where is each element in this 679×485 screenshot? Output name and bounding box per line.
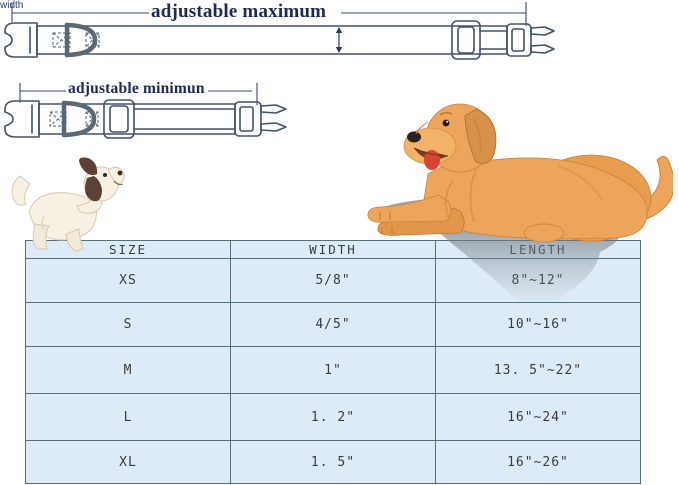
cell-length: 13. 5"~22": [435, 346, 641, 394]
dog-eye-left: [442, 119, 450, 127]
puppy-ear-side: [85, 176, 102, 202]
tri-glide-slider-icon: [451, 20, 481, 60]
min-leader-lines: [19, 83, 258, 105]
dog-hind-paw: [523, 223, 565, 243]
table-row-s: S 4/5" 10"~16": [25, 302, 641, 347]
cell-length: 10"~16": [435, 302, 641, 347]
cell-width: 5/8": [230, 258, 436, 303]
cell-width: 4/5": [230, 302, 436, 347]
adjustable-maximum-label: adjustable maximum: [151, 1, 327, 22]
dog-nose: [407, 131, 421, 143]
max-leader-lines: [11, 2, 527, 26]
table-row-m: M 1" 13. 5"~22": [25, 346, 641, 394]
collar-strap: [36, 25, 508, 55]
cell-width: 1": [230, 346, 436, 394]
buckle-female-icon: [4, 100, 40, 138]
table-row-l: L 1. 2" 16"~24": [25, 393, 641, 441]
collar-maximum-diagram: [4, 2, 555, 60]
puppy-eye: [103, 173, 107, 177]
puppy-nose: [117, 170, 123, 176]
collar-minimum-diagram: [4, 83, 287, 139]
width-arrow-icon: [335, 27, 343, 53]
cell-size: XS: [25, 258, 231, 303]
cell-size: S: [25, 302, 231, 347]
d-ring-icon: [64, 22, 98, 58]
cell-length: 16"~26": [435, 440, 641, 484]
cell-width: 1. 5": [230, 440, 436, 484]
cell-size: L: [25, 393, 231, 441]
tri-glide-slider-icon: [103, 99, 135, 139]
dog-body: [423, 157, 648, 240]
puppy-ear-top: [79, 157, 98, 176]
golden-retriever-icon: [367, 103, 673, 306]
table-row-xs: XS 5/8" 8"~12": [25, 258, 641, 303]
buckle-female-icon: [4, 22, 38, 58]
cell-width: 1. 2": [230, 393, 436, 441]
dog-ear: [464, 108, 497, 164]
cell-size: XL: [25, 440, 231, 484]
dog-front-leg-upper: [367, 194, 452, 223]
puppy-tail: [11, 175, 31, 206]
puppy-mouth: [113, 180, 124, 186]
buckle-male-icon: [506, 23, 555, 57]
buckle-male-icon: [234, 101, 287, 137]
cell-size: M: [25, 346, 231, 394]
collar-strap: [38, 103, 236, 135]
adjustable-minimum-label: adjustable minimun: [68, 80, 205, 97]
white-brown-puppy-icon: [11, 157, 125, 252]
table-row-xl: XL 1. 5" 16"~26": [25, 440, 641, 484]
size-table: SIZE WIDTH LENGTH XS 5/8" 8"~12" S 4/5" …: [25, 240, 641, 484]
d-ring-icon: [61, 100, 97, 138]
cell-length: 16"~24": [435, 393, 641, 441]
